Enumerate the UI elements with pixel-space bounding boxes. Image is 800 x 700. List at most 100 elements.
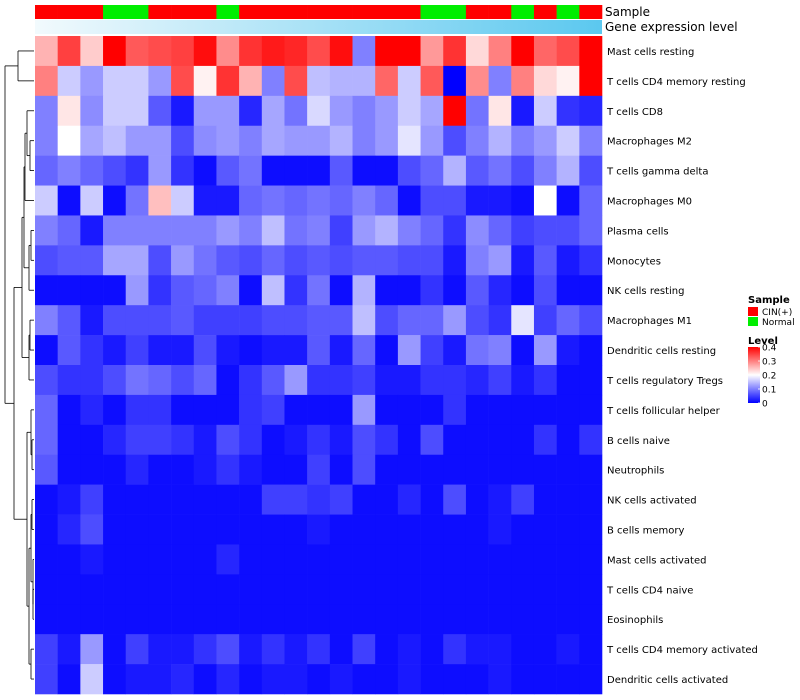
heatmap-cell (511, 155, 535, 186)
heatmap-cell (216, 454, 240, 485)
heatmap-cell (443, 394, 467, 426)
heatmap-cell (465, 454, 489, 485)
heatmap-cell (511, 394, 535, 426)
heatmap-cell (420, 454, 444, 485)
heatmap-cell (556, 574, 580, 605)
expression-level-track-label: Gene expression level (605, 20, 738, 34)
heatmap-cell (193, 544, 217, 575)
heatmap-cell (443, 65, 467, 97)
heatmap-cell (171, 65, 195, 97)
heatmap-cell (125, 305, 149, 336)
heatmap-cell (511, 215, 535, 246)
heatmap-cell (533, 574, 557, 605)
sample-annotation-cell (103, 5, 127, 19)
heatmap-cell (216, 365, 240, 396)
heatmap-cell (397, 65, 421, 97)
heatmap-cell (80, 634, 104, 665)
heatmap-cell (465, 245, 489, 276)
heatmap-cell (465, 275, 489, 306)
heatmap-cell (239, 95, 263, 127)
heatmap-cell (511, 275, 535, 306)
heatmap-cell (35, 65, 58, 97)
heatmap-cell (533, 604, 557, 635)
heatmap-cell (125, 604, 149, 635)
heatmap-cell (352, 394, 376, 426)
heatmap-cell (397, 95, 421, 127)
heatmap-cell (443, 454, 467, 485)
heatmap-cell (397, 335, 421, 366)
row-label: Macrophages M0 (607, 197, 692, 208)
heatmap-cell (57, 305, 81, 336)
heatmap-cell (329, 484, 353, 515)
heatmap-cell (329, 544, 353, 575)
sample-annotation-track (35, 5, 603, 19)
heatmap-cell (216, 664, 240, 695)
heatmap-cell (307, 544, 331, 575)
heatmap-cell (397, 305, 421, 336)
heatmap-cell (352, 305, 376, 336)
heatmap-cell (148, 155, 172, 186)
heatmap-cell (533, 95, 557, 127)
heatmap-cell (216, 155, 240, 186)
heatmap-cell (556, 155, 580, 186)
heatmap-cell (397, 544, 421, 575)
heatmap-cell (148, 125, 172, 156)
heatmap-cell (261, 664, 285, 695)
heatmap-cell (103, 544, 127, 575)
heatmap-cell (397, 185, 421, 216)
heatmap-cell (352, 424, 376, 456)
heatmap-cell (397, 155, 421, 186)
heatmap-cell (533, 514, 557, 545)
heatmap-cell (397, 574, 421, 605)
heatmap-cell (556, 604, 580, 635)
heatmap-cell (375, 95, 399, 127)
heatmap-cell (488, 335, 512, 366)
heatmap-cell (375, 574, 399, 605)
heatmap-cell (148, 424, 172, 456)
heatmap-cell (239, 424, 263, 456)
heatmap-cell (80, 275, 104, 306)
heatmap-cell (397, 36, 421, 67)
sample-annotation-cell (579, 5, 603, 19)
heatmap-cell (171, 514, 195, 545)
heatmap-cell (35, 36, 58, 67)
heatmap-cell (375, 305, 399, 336)
sample-annotation-cell (397, 5, 421, 19)
heatmap-cell (284, 664, 308, 695)
heatmap-cell (352, 664, 376, 695)
heatmap-cell (148, 215, 172, 246)
heatmap-cell (420, 95, 444, 127)
heatmap-cell (420, 335, 444, 366)
heatmap-cell (533, 155, 557, 186)
heatmap-cell (216, 484, 240, 515)
heatmap-cell (533, 305, 557, 336)
sample-annotation-cell (35, 5, 58, 19)
heatmap-cell (443, 574, 467, 605)
heatmap-cell (125, 664, 149, 695)
heatmap-cell (35, 365, 58, 396)
heatmap-cell (397, 634, 421, 665)
sample-annotation-cell (284, 5, 308, 19)
heatmap-cell (307, 604, 331, 635)
heatmap-cell (443, 544, 467, 575)
heatmap-cell (329, 424, 353, 456)
heatmap-cell (103, 574, 127, 605)
heatmap-cell (193, 245, 217, 276)
heatmap-cell (579, 544, 603, 575)
heatmap-cell (57, 514, 81, 545)
heatmap-cell (556, 275, 580, 306)
heatmap-cell (443, 424, 467, 456)
heatmap-cell (57, 544, 81, 575)
heatmap-cell (103, 335, 127, 366)
heatmap-cell (171, 664, 195, 695)
sample-annotation-cell (261, 5, 285, 19)
heatmap-cell (284, 95, 308, 127)
row-label: B cells memory (607, 526, 684, 537)
heatmap-cell (284, 514, 308, 545)
heatmap-cell (511, 634, 535, 665)
heatmap-cell (193, 634, 217, 665)
heatmap-cell (193, 574, 217, 605)
heatmap-cell (103, 245, 127, 276)
heatmap-cell (329, 185, 353, 216)
heatmap-cell (420, 275, 444, 306)
